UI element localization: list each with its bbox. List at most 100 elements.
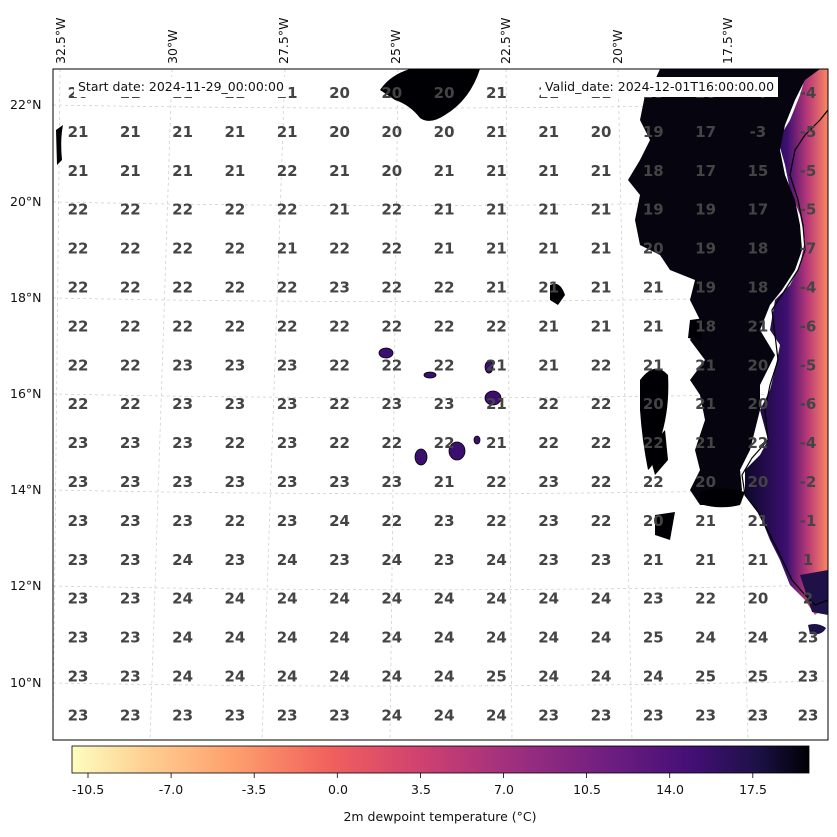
cbar-tick: 10.5 [573,782,601,797]
grid-value: 23 [329,473,350,491]
cbar-tick: 0.0 [328,782,348,797]
grid-value: 22 [695,590,716,608]
grid-value: 21 [747,551,768,569]
grid-value: 23 [277,356,298,374]
grid-value: 24 [747,629,768,647]
grid-value: 23 [329,551,350,569]
grid-value: 24 [277,590,298,608]
grid-value: 21 [538,240,559,258]
grid-value: 22 [538,434,559,452]
grid-value: 23 [224,356,245,374]
grid-value: 23 [224,551,245,569]
grid-value: 22 [120,240,141,258]
grid-value: 25 [643,629,664,647]
grid-value: 24 [538,590,559,608]
cbar-tick: -10.5 [71,782,105,797]
grid-value: 22 [224,279,245,297]
grid-value: 19 [695,240,716,258]
grid-value: 23 [591,706,612,724]
grid-value: 21 [695,551,716,569]
grid-value: 24 [434,629,455,647]
grid-value: 20 [329,84,350,102]
grid-value: -3 [750,123,767,141]
grid-value-edge: 23 [798,629,819,647]
value-grid: 20212121212020202121212020-4-42121212121… [68,84,819,724]
grid-value: 22 [277,162,298,180]
grid-value: 21 [695,356,716,374]
grid-value: 23 [538,512,559,530]
grid-value: 22 [434,356,455,374]
lon-label-32-5: 32.5°W [53,17,68,64]
grid-value: 24 [224,590,245,608]
grid-value: 22 [434,434,455,452]
lat-label-10: 10°N [10,675,42,690]
grid-value: 24 [591,668,612,686]
grid-value: 24 [329,512,350,530]
grid-value: 22 [591,395,612,413]
grid-value: 25 [695,668,716,686]
lat-label-12: 12°N [10,578,42,593]
grid-value: 24 [172,551,193,569]
graticule [53,69,828,740]
grid-value: 22 [224,434,245,452]
lat-label-14: 14°N [10,482,42,497]
grid-value: 18 [747,240,768,258]
grid-value: 22 [68,356,89,374]
grid-value: 22 [434,279,455,297]
grid-value: 23 [120,512,141,530]
grid-value: 24 [277,668,298,686]
grid-value: 22 [277,279,298,297]
dry-pocket-north [380,69,480,121]
grid-value: 24 [381,706,402,724]
grid-value: 23 [224,473,245,491]
grid-value: 24 [381,590,402,608]
grid-value: 21 [329,201,350,219]
grid-value-edge: -5 [800,356,817,374]
grid-value: 23 [381,473,402,491]
grid-value: 21 [277,123,298,141]
grid-value: 22 [68,395,89,413]
grid-value: 23 [68,590,89,608]
grid-value: 21 [68,123,89,141]
grid-value: 23 [120,629,141,647]
grid-value: 24 [591,629,612,647]
grid-value: 22 [591,473,612,491]
grid-value: 24 [538,629,559,647]
grid-value: 23 [172,512,193,530]
grid-value-edge: -1 [800,512,817,530]
grid-value: 21 [591,162,612,180]
grid-value: 22 [381,512,402,530]
grid-value: 22 [486,473,507,491]
grid-value: 21 [224,162,245,180]
grid-value: 21 [486,279,507,297]
grid-value: 23 [277,706,298,724]
grid-value: 23 [68,629,89,647]
grid-value: 21 [538,162,559,180]
grid-value: 21 [591,240,612,258]
grid-value: 22 [277,317,298,335]
start-date-label: Start date: 2024-11-29_00:00:00 [74,77,288,97]
coastline [741,109,828,606]
grid-value: 21 [172,162,193,180]
colorbar-title: 2m dewpoint temperature (°C) [343,809,537,824]
lon-label-27-5: 27.5°W [276,17,291,64]
grid-value: 24 [224,668,245,686]
grid-value-edge: -5 [800,162,817,180]
grid-value: 23 [172,434,193,452]
grid-value: 22 [120,356,141,374]
lat-label-22: 22°N [10,97,42,112]
grid-value: 18 [747,279,768,297]
grid-value: 21 [538,123,559,141]
grid-value: 23 [329,279,350,297]
grid-value: 23 [434,395,455,413]
lat-label-18: 18°N [10,290,42,305]
grid-value: 23 [120,473,141,491]
grid-value: 20 [381,123,402,141]
grid-value: 23 [172,706,193,724]
grid-value: 24 [434,668,455,686]
grid-value-edge: -5 [800,201,817,219]
grid-value: 20 [747,590,768,608]
grid-value: 23 [591,551,612,569]
grid-value-edge: -2 [800,473,817,491]
grid-value: 21 [538,279,559,297]
